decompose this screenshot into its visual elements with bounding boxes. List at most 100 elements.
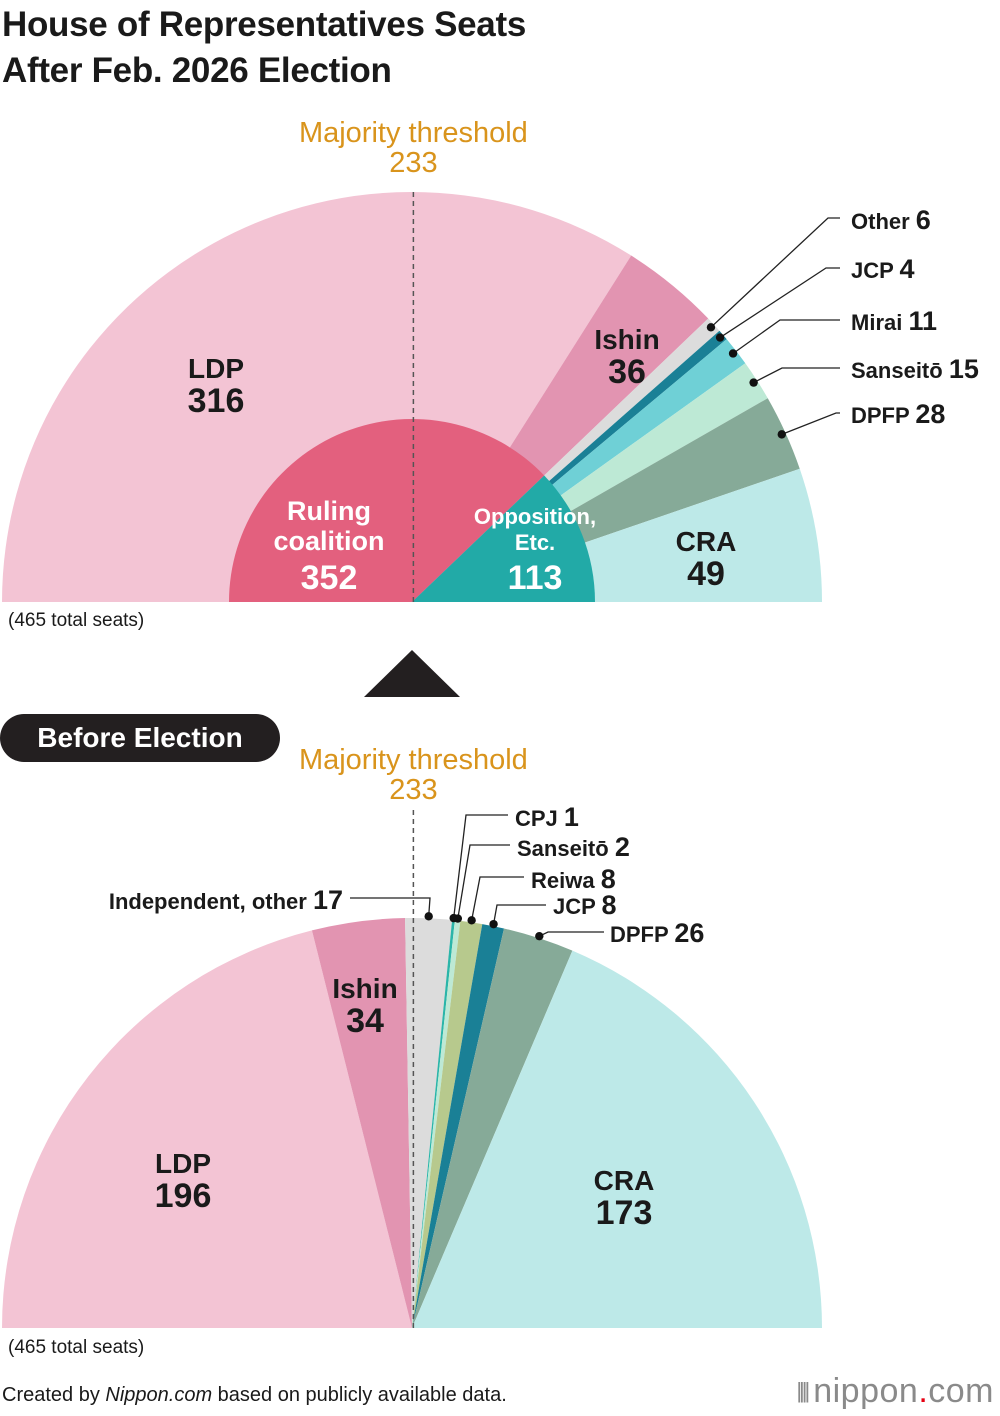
after-callout-mirai-leader bbox=[732, 319, 840, 355]
after-callout-mirai-name: Mirai bbox=[851, 310, 908, 335]
after-group-opposition bbox=[412, 475, 595, 602]
before-callout-cpj-name: CPJ bbox=[515, 806, 564, 831]
after-callout-jcp-dot bbox=[715, 333, 725, 342]
before-callout-independent-other-label: Independent, other 17 bbox=[109, 885, 343, 915]
after-callout-sanseito-leader bbox=[753, 367, 840, 384]
before-majority-value: 233 bbox=[389, 774, 437, 806]
after-group-ruling bbox=[228, 418, 545, 602]
before-callout-sanseito-label: Sanseitō 2 bbox=[517, 832, 630, 862]
after-callout-dpfp-value: 28 bbox=[915, 399, 945, 429]
after-callout-sanseito-label: Sanseitō 15 bbox=[851, 354, 979, 384]
logo-dot: . bbox=[918, 1372, 929, 1410]
after-group-ruling-label-1: Ruling bbox=[287, 496, 371, 526]
logo-name: nippon bbox=[813, 1372, 919, 1410]
title-line-2: After Feb. 2026 Election bbox=[2, 51, 392, 90]
after-callout-sanseito-dot bbox=[749, 378, 758, 387]
before-slice-independent-other bbox=[405, 918, 453, 1328]
after-value-ldp: 316 bbox=[188, 382, 245, 420]
after-callout-jcp-label: JCP 4 bbox=[851, 254, 915, 284]
before-callout-sanseito-leader bbox=[457, 844, 510, 919]
before-callout-sanseito-dot bbox=[453, 914, 463, 923]
before-callout-dpfp-name: DPFP bbox=[610, 922, 674, 947]
before-callout-reiwa-value: 8 bbox=[601, 864, 616, 894]
before-callout-cpj-leader bbox=[453, 814, 508, 919]
before-callout-independent-other-leader bbox=[350, 897, 431, 917]
after-callout-other-leader bbox=[710, 217, 840, 328]
before-callout-dpfp-dot bbox=[535, 931, 544, 941]
after-group-ruling-label-2: coalition bbox=[273, 526, 384, 556]
before-callout-jcp-label: JCP 8 bbox=[553, 890, 617, 920]
after-callout-jcp-name: JCP bbox=[851, 258, 900, 283]
before-callout-dpfp-value: 26 bbox=[674, 918, 704, 948]
before-slice-jcp bbox=[412, 924, 505, 1328]
before-label-cra: CRA bbox=[594, 1165, 655, 1196]
up-arrow-icon bbox=[364, 650, 460, 697]
after-callout-dpfp-name: DPFP bbox=[851, 403, 915, 428]
after-callout-dpfp-label: DPFP 28 bbox=[851, 399, 945, 429]
logo-bars-icon: |||| bbox=[796, 1378, 810, 1403]
total-seats-note-after: (465 total seats) bbox=[8, 610, 145, 631]
before-label-ishin: Ishin bbox=[332, 973, 397, 1004]
before-value-ldp: 196 bbox=[155, 1177, 212, 1215]
after-callout-dpfp-dot bbox=[777, 430, 786, 439]
credit-suffix: based on publicly available data. bbox=[212, 1384, 507, 1406]
before-slice-cpj bbox=[412, 919, 455, 1328]
before-callout-cpj-value: 1 bbox=[564, 802, 579, 832]
before-callout-reiwa-label: Reiwa 8 bbox=[531, 864, 616, 894]
after-callout-other-name: Other bbox=[851, 209, 916, 234]
before-callout-cpj-label: CPJ 1 bbox=[515, 802, 579, 832]
after-group-opposition-value: 113 bbox=[508, 559, 563, 597]
after-callout-other-label: Other 6 bbox=[851, 205, 931, 235]
before-label-ldp: LDP bbox=[155, 1148, 211, 1179]
before-callout-sanseito-value: 2 bbox=[615, 832, 630, 862]
after-callout-sanseito-name: Sanseitō bbox=[851, 358, 949, 383]
after-callout-mirai-label: Mirai 11 bbox=[851, 306, 937, 336]
after-label-ldp: LDP bbox=[188, 353, 244, 384]
after-callout-jcp-value: 4 bbox=[900, 254, 915, 284]
chart-title: House of Representatives Seats After Feb… bbox=[2, 2, 526, 94]
before-callout-independent-other-dot bbox=[424, 912, 433, 921]
after-label-ishin: Ishin bbox=[594, 324, 659, 355]
before-election-badge: Before Election bbox=[0, 714, 280, 762]
before-slice-ldp bbox=[2, 930, 412, 1328]
after-group-opposition-label-2: Etc. bbox=[515, 530, 555, 555]
after-callout-other-dot bbox=[706, 323, 716, 332]
title-line-1: House of Representatives Seats bbox=[2, 5, 526, 44]
before-slice-cra bbox=[412, 950, 822, 1328]
before-callout-jcp-leader bbox=[492, 904, 546, 925]
total-seats-note-before: (465 total seats) bbox=[8, 1337, 145, 1358]
source-credit: Created by Nippon.com based on publicly … bbox=[2, 1384, 507, 1407]
after-group-ruling-value: 352 bbox=[301, 559, 358, 597]
after-majority-label: Majority threshold bbox=[299, 117, 528, 149]
before-callout-dpfp-label: DPFP 26 bbox=[610, 918, 704, 948]
before-callout-independent-other-value: 17 bbox=[313, 885, 343, 915]
before-callout-reiwa-name: Reiwa bbox=[531, 868, 601, 893]
after-callout-sanseito-value: 15 bbox=[949, 354, 979, 384]
before-callout-jcp-dot bbox=[489, 919, 498, 929]
before-value-ishin: 34 bbox=[346, 1002, 384, 1040]
before-callout-independent-other-name: Independent, other bbox=[109, 889, 313, 914]
before-callout-reiwa-leader bbox=[470, 876, 524, 921]
before-callout-reiwa-dot bbox=[467, 916, 476, 925]
credit-site: Nippon.com bbox=[105, 1384, 213, 1406]
after-callout-other-value: 6 bbox=[916, 205, 931, 235]
after-group-opposition-label-1: Opposition, bbox=[474, 504, 596, 529]
after-value-cra: 49 bbox=[687, 555, 725, 593]
credit-prefix: Created by bbox=[2, 1384, 106, 1406]
after-label-cra: CRA bbox=[676, 526, 737, 557]
before-callout-jcp-name: JCP bbox=[553, 894, 602, 919]
after-callout-dpfp-leader bbox=[781, 412, 840, 435]
logo-tld: com bbox=[928, 1372, 994, 1410]
before-callout-jcp-value: 8 bbox=[602, 890, 617, 920]
after-majority-value: 233 bbox=[389, 147, 437, 179]
after-callout-mirai-value: 11 bbox=[908, 306, 937, 336]
before-callout-sanseito-name: Sanseitō bbox=[517, 836, 615, 861]
after-value-ishin: 36 bbox=[608, 353, 646, 391]
before-value-cra: 173 bbox=[596, 1194, 653, 1232]
after-callout-mirai-dot bbox=[728, 349, 738, 358]
before-slice-ishin bbox=[311, 918, 412, 1328]
after-callout-jcp-leader bbox=[719, 267, 840, 339]
before-slice-dpfp bbox=[412, 928, 573, 1328]
nippon-logo[interactable]: |||| nippon.com bbox=[796, 1372, 994, 1411]
